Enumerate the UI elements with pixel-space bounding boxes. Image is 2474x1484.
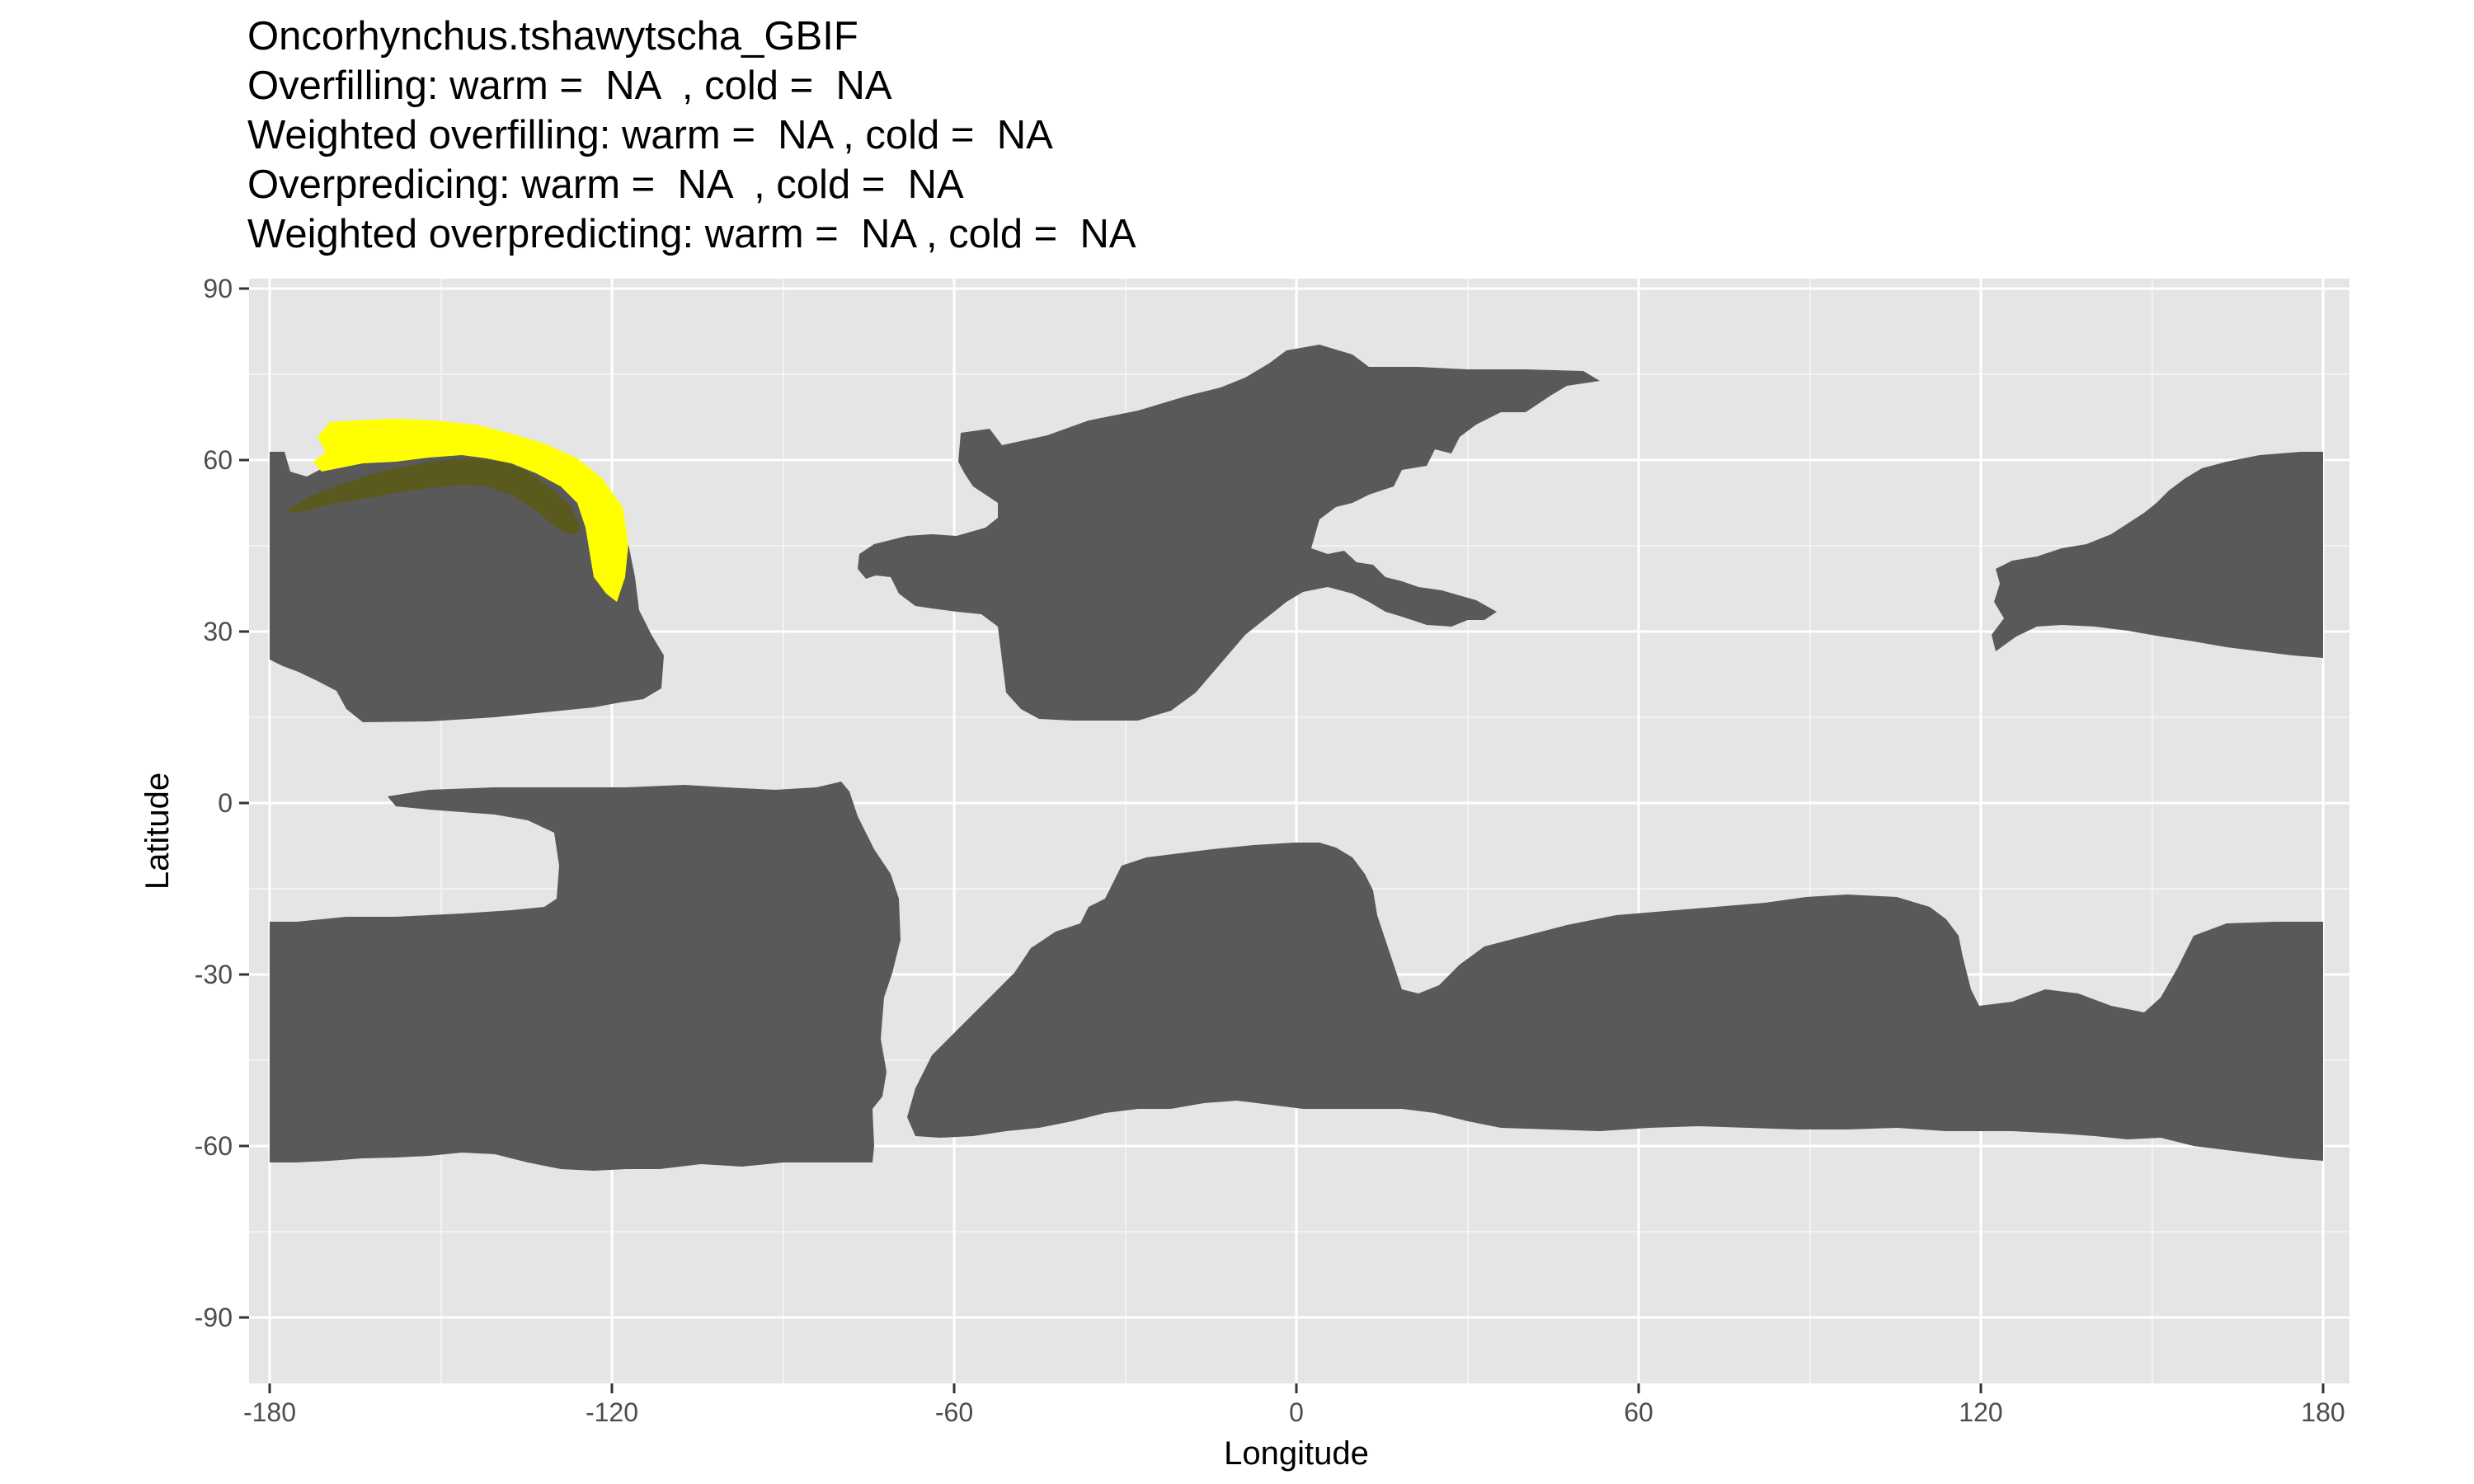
title-block: Oncorhynchus.tshawytscha_GBIF Overfillin…: [247, 12, 1136, 259]
x-tick-label: 60: [1624, 1397, 1653, 1427]
overfilling-line: Overfilling: warm = NA , cold = NA: [247, 63, 892, 108]
y-tick-label: -90: [195, 1303, 233, 1332]
y-tick-label: -30: [195, 960, 233, 989]
x-tick-label: 180: [2301, 1397, 2345, 1427]
range-highlight-yellow: [313, 419, 628, 602]
species-range: [285, 419, 628, 602]
y-tick-label: 90: [203, 274, 233, 303]
x-tick-labels: -180 -120 -60 0 60 120 180: [243, 1397, 2345, 1427]
y-tick-label: 60: [203, 445, 233, 475]
landmass-east-asia: [1992, 452, 2323, 658]
plot-title: Oncorhynchus.tshawytscha_GBIF: [247, 14, 858, 59]
x-tick-label: 0: [1289, 1397, 1304, 1427]
x-tick-label: -60: [935, 1397, 973, 1427]
y-axis-ticks: [239, 287, 249, 1319]
land-masses: [270, 345, 2323, 1171]
x-tick-label: -120: [586, 1397, 638, 1427]
x-axis-ticks: [268, 1383, 2325, 1393]
x-tick-label: -180: [243, 1397, 296, 1427]
y-tick-label: -60: [195, 1131, 233, 1161]
landmass-gondwana-central: [907, 843, 2323, 1161]
weighted-overfilling-line: Weighted overfilling: warm = NA , cold =…: [247, 113, 1053, 157]
landmass-eurasia: [858, 345, 1600, 721]
weighted-overpredicting-line: Weighted overpredicting: warm = NA , col…: [247, 212, 1136, 256]
overpredicing-line: Overpredicing: warm = NA , cold = NA: [247, 162, 964, 207]
y-tick-label: 30: [203, 617, 233, 646]
range-overlap-dark: [285, 458, 581, 536]
y-axis-title: Latitude: [139, 773, 176, 890]
x-axis-title: Longitude: [1224, 1435, 1369, 1472]
y-tick-labels: 90 60 30 0 -30 -60 -90: [195, 274, 233, 1332]
landmass-gondwana-west: [270, 782, 901, 1171]
y-tick-label: 0: [218, 788, 233, 818]
x-tick-label: 120: [1959, 1397, 2002, 1427]
